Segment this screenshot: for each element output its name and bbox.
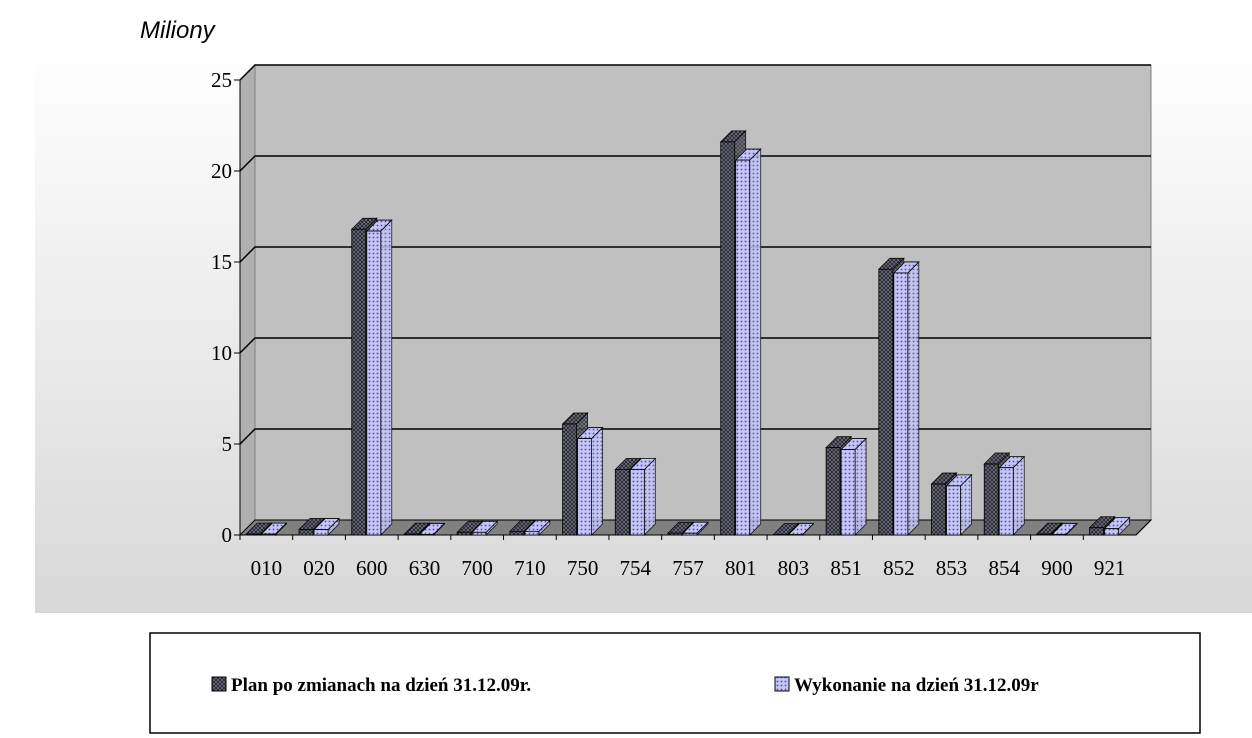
bar-side xyxy=(380,219,393,536)
bar-front xyxy=(456,531,472,536)
bar xyxy=(734,148,762,536)
bar-side xyxy=(854,437,867,536)
x-tick-label: 600 xyxy=(356,556,388,580)
bar-front xyxy=(1089,527,1105,536)
bar xyxy=(260,522,288,536)
x-tick-label: 853 xyxy=(936,556,968,580)
x-tick-label: 754 xyxy=(620,556,652,580)
x-tick-label: 921 xyxy=(1094,556,1126,580)
bar xyxy=(682,521,709,536)
bar-front xyxy=(1051,534,1067,536)
bar-front xyxy=(893,272,909,536)
bar-front xyxy=(419,534,434,536)
bar-front xyxy=(471,531,487,536)
x-tick-label: 020 xyxy=(303,556,335,580)
x-tick-label: 700 xyxy=(461,556,493,580)
x-tick-label: 710 xyxy=(514,556,546,580)
bar-front xyxy=(629,469,645,536)
bar-front xyxy=(577,438,592,536)
x-tick-label: 854 xyxy=(988,556,1020,580)
bar xyxy=(772,522,800,536)
bar-front xyxy=(667,532,683,536)
bar-front xyxy=(946,485,961,536)
x-tick-label: 852 xyxy=(883,556,915,580)
bar xyxy=(1050,522,1078,536)
x-tick-label: 630 xyxy=(409,556,441,580)
bar-front xyxy=(524,530,540,536)
y-axis-unit: Miliony xyxy=(140,17,217,44)
bar-front xyxy=(260,533,276,536)
x-tick-label: 900 xyxy=(1041,556,1073,580)
bar-front xyxy=(245,533,261,536)
bar xyxy=(892,260,920,536)
bar-front xyxy=(983,463,999,536)
bar-front xyxy=(1036,533,1052,536)
grid-line xyxy=(239,155,1151,172)
bar xyxy=(1035,522,1063,536)
x-tick-label: 851 xyxy=(830,556,862,580)
bar-front xyxy=(998,467,1014,536)
grid-line xyxy=(239,64,1151,81)
legend-label: Plan po zmianach na dzień 31.12.09r. xyxy=(231,675,531,696)
bar xyxy=(403,522,431,536)
x-tick-label: 801 xyxy=(725,556,757,580)
x-tick-label: 757 xyxy=(672,556,704,580)
bar-front xyxy=(825,447,841,536)
bar-front xyxy=(878,268,894,536)
bar-side xyxy=(1012,455,1025,536)
bar-front xyxy=(562,423,577,536)
bar xyxy=(313,517,341,536)
x-tick-label: 803 xyxy=(778,556,810,580)
bar-side xyxy=(907,260,920,536)
bar-front xyxy=(840,449,856,536)
grid-line xyxy=(239,428,1151,445)
bar-front xyxy=(735,159,751,536)
bar xyxy=(418,522,446,536)
bar xyxy=(523,519,551,536)
y-tick-label: 15 xyxy=(211,250,232,274)
bar xyxy=(471,520,499,536)
bar xyxy=(787,522,815,536)
bar-front xyxy=(720,141,736,536)
side-wall xyxy=(239,63,256,537)
y-tick-label: 10 xyxy=(211,341,232,365)
bar-front xyxy=(682,532,698,536)
bar xyxy=(840,437,868,536)
bar-side xyxy=(591,426,603,536)
y-tick-label: 0 xyxy=(222,523,233,547)
y-tick-label: 5 xyxy=(222,432,233,456)
bar xyxy=(945,473,973,536)
legend xyxy=(149,632,1201,734)
grid-line xyxy=(239,337,1151,354)
bar-side xyxy=(643,457,656,536)
bar-front xyxy=(298,529,314,536)
x-tick-label: 010 xyxy=(251,556,283,580)
bar xyxy=(1103,516,1131,536)
y-tick-label: 25 xyxy=(211,68,232,92)
bar-front xyxy=(351,228,367,536)
legend-label: Wykonanie na dzień 31.12.09r xyxy=(794,675,1039,696)
bar-front xyxy=(313,529,329,536)
bar-front xyxy=(1104,528,1120,536)
bar xyxy=(576,426,604,536)
x-axis-end xyxy=(1135,519,1152,536)
x-tick-label: 750 xyxy=(567,556,599,580)
bar-front xyxy=(404,533,419,536)
bar-side xyxy=(749,148,762,536)
legend-swatch xyxy=(774,676,790,692)
bar-front xyxy=(614,469,630,536)
bar-front xyxy=(366,230,382,536)
bar xyxy=(629,457,657,536)
bar-front xyxy=(509,530,525,536)
legend-swatch xyxy=(211,676,227,692)
bar xyxy=(365,219,393,536)
grid-line xyxy=(239,246,1151,263)
y-tick-label: 20 xyxy=(211,159,232,183)
bar-front xyxy=(931,483,946,536)
bar xyxy=(998,455,1026,536)
